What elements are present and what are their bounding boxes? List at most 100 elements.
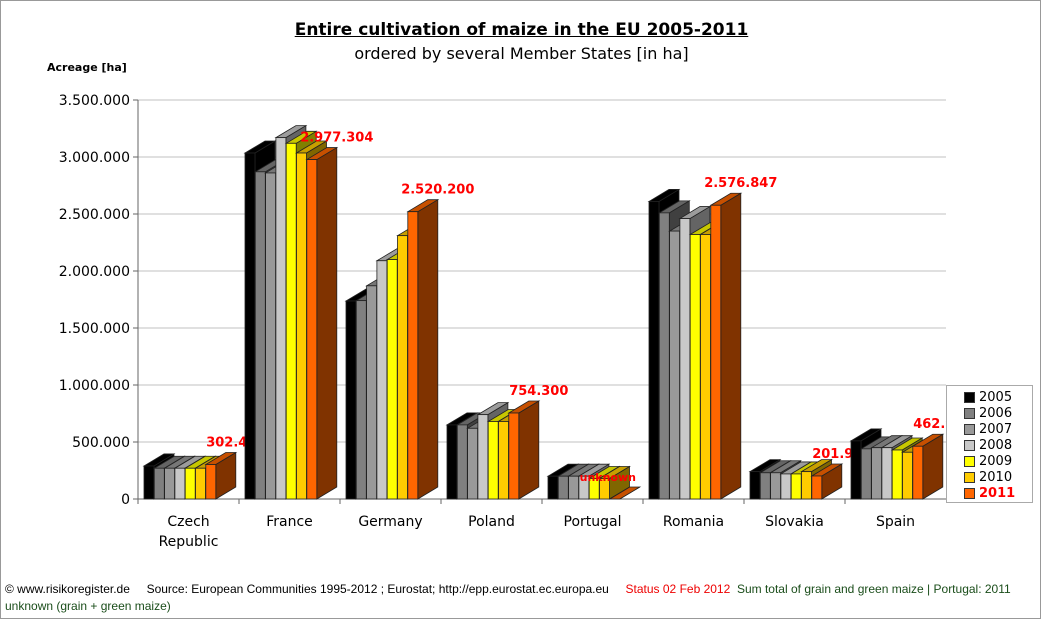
- bar-front: [759, 472, 771, 500]
- bar-side: [316, 146, 338, 500]
- bar-front: [195, 467, 206, 500]
- bar-front: [547, 475, 559, 500]
- bar-front: [446, 424, 458, 500]
- y-tick-label: 0: [121, 492, 130, 508]
- bar-2011: [507, 400, 541, 500]
- legend-swatch: [964, 487, 975, 499]
- bar-front: [407, 211, 419, 500]
- legend-swatch: [964, 471, 975, 483]
- bar-front: [205, 464, 217, 500]
- bar-front: [902, 451, 913, 500]
- bar-side: [518, 400, 540, 500]
- bar-front: [143, 465, 155, 500]
- x-tick-label: Spain: [876, 514, 915, 530]
- data-label: 754.300: [509, 384, 568, 399]
- bar-2011: [608, 486, 642, 500]
- bar-front: [456, 424, 468, 500]
- bar-front: [850, 440, 862, 500]
- chart-title: Entire cultivation of maize in the EU 20…: [294, 20, 749, 40]
- data-label: 2.520.200: [401, 183, 474, 198]
- bar-front: [557, 475, 569, 500]
- copyright: © www.risikoregister.de: [5, 582, 130, 596]
- chart-subtitle: ordered by several Member States [in ha]: [354, 44, 689, 63]
- bar-side: [720, 192, 742, 500]
- legend-label: 2010: [979, 469, 1013, 485]
- bar-2011: [204, 451, 238, 500]
- legend: 2005 2006 2007 2008 2009 2010 2011: [946, 385, 1033, 503]
- bar-front: [265, 172, 277, 500]
- bar-front: [184, 467, 196, 500]
- data-label: unknown: [580, 471, 636, 484]
- bar-front: [487, 421, 499, 500]
- bar-2011: [911, 433, 945, 500]
- x-tick-label: Czech Republic: [159, 514, 219, 550]
- y-tick-label: 1.000.000: [59, 378, 130, 394]
- bar-front: [648, 201, 660, 500]
- note: Sum total of grain and green maize | Por…: [736, 582, 1011, 596]
- bar-front: [700, 234, 711, 500]
- y-tick-label: 500.000: [72, 435, 130, 451]
- legend-item: 2011: [964, 485, 1032, 501]
- bar-2011: [305, 146, 339, 500]
- bar-front: [174, 467, 186, 500]
- bar-front: [244, 152, 256, 500]
- legend-label: 2005: [979, 389, 1013, 405]
- legend-swatch: [964, 391, 975, 403]
- y-tick-label: 1.500.000: [59, 321, 130, 337]
- y-tick-label: 3.000.000: [59, 150, 130, 166]
- bar-front: [599, 478, 610, 500]
- x-tick-label: Romania: [663, 514, 724, 530]
- bar-front: [397, 235, 408, 500]
- note-continued: unknown (grain + green maize): [5, 599, 171, 613]
- legend-label: 2006: [979, 405, 1013, 421]
- legend-label: 2009: [979, 453, 1013, 469]
- data-label: 2.576.847: [704, 176, 777, 191]
- bar-front: [285, 142, 297, 500]
- bar-front: [658, 212, 670, 500]
- x-tick-label: Portugal: [564, 514, 622, 530]
- bar-front: [345, 300, 357, 500]
- bar-front: [355, 300, 367, 500]
- y-tick-label: 2.500.000: [59, 207, 130, 223]
- status: Status 02 Feb 2012: [625, 582, 731, 596]
- bar-front: [710, 204, 722, 500]
- footer: © www.risikoregister.de Source: European…: [5, 581, 1035, 615]
- legend-swatch: [964, 455, 975, 467]
- data-label: 2.977.304: [300, 131, 373, 146]
- bar-front: [568, 475, 579, 500]
- bar-front: [679, 218, 691, 500]
- legend-item: 2008: [964, 437, 1032, 453]
- x-tick-label: France: [266, 514, 313, 530]
- legend-item: 2010: [964, 469, 1032, 485]
- bar-front: [912, 445, 924, 500]
- bar-front: [891, 449, 903, 500]
- bar-2011: [406, 198, 440, 500]
- bar-side: [417, 198, 439, 500]
- bar-front: [275, 137, 287, 500]
- legend-item: 2009: [964, 453, 1032, 469]
- bar-2010: [598, 465, 631, 500]
- legend-label: 2007: [979, 421, 1013, 437]
- bar-front: [689, 234, 701, 500]
- legend-swatch: [964, 439, 975, 451]
- legend-swatch: [964, 407, 975, 419]
- bar-front: [477, 414, 489, 500]
- bar-2011: [810, 463, 844, 500]
- bar-front: [749, 471, 761, 500]
- bar-front: [790, 473, 802, 500]
- bar-front: [254, 171, 266, 500]
- bar-front: [306, 159, 318, 500]
- bar-front: [871, 447, 882, 500]
- bar-front: [860, 448, 872, 500]
- legend-label: 2011: [979, 485, 1016, 501]
- legend-item: 2005: [964, 389, 1032, 405]
- x-tick-label: Poland: [468, 514, 515, 530]
- bar-front: [780, 473, 792, 500]
- bar-front: [669, 230, 680, 500]
- bar-front: [296, 152, 307, 500]
- bar-front: [153, 467, 165, 500]
- bar-front: [467, 427, 479, 500]
- bar-front: [366, 285, 378, 500]
